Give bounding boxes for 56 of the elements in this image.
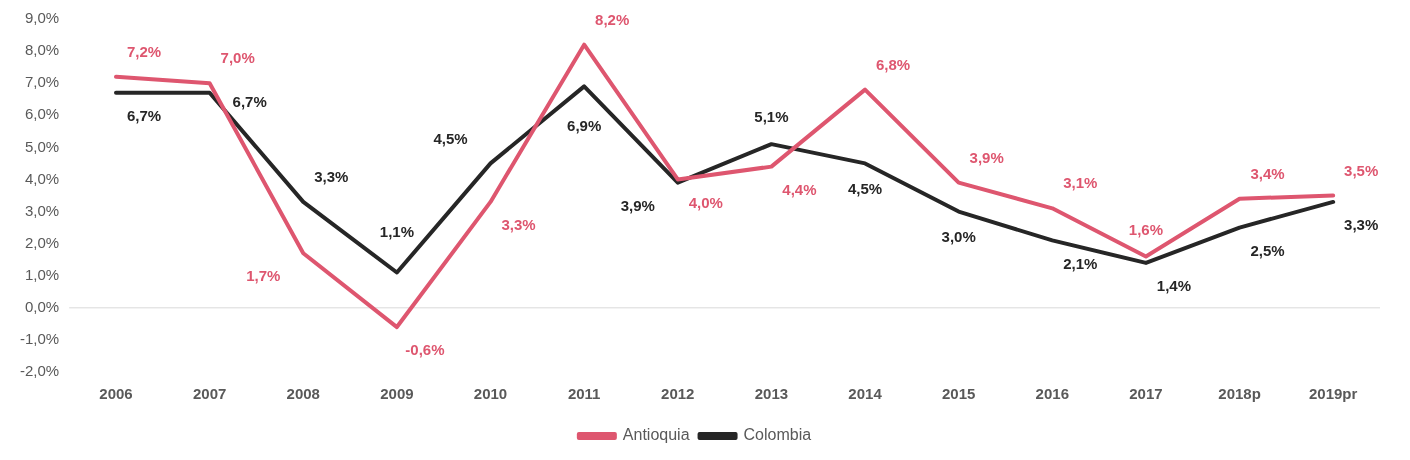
data-label: -0,6% (405, 341, 445, 359)
x-tick-label: 2010 (473, 385, 508, 403)
data-label: 1,1% (379, 222, 414, 240)
data-label: 7,0% (220, 49, 255, 67)
data-label: 3,3% (1344, 216, 1379, 234)
y-tick-label: 9,0% (24, 9, 60, 27)
data-label: 1,4% (1156, 277, 1192, 295)
data-label: 6,9% (567, 116, 602, 134)
data-label: 4,5% (847, 179, 883, 197)
x-tick-label: 2009 (380, 385, 414, 403)
data-label: 8,2% (595, 10, 630, 28)
legend-label: Colombia (743, 426, 812, 444)
data-label: 3,3% (501, 216, 536, 234)
x-tick-label: 2006 (99, 385, 133, 403)
x-tick-label: 2012 (661, 385, 695, 403)
y-tick-label: 1,0% (24, 265, 60, 283)
legend-label: Antioquia (622, 426, 690, 444)
data-label: 2,1% (1063, 254, 1098, 272)
y-tick-label: 8,0% (24, 41, 60, 59)
data-label: 4,0% (688, 193, 723, 211)
data-label: 3,5% (1344, 161, 1379, 179)
data-label: 3,9% (969, 148, 1004, 166)
y-tick-label: 2,0% (24, 233, 60, 251)
x-tick-label: 2013 (754, 385, 789, 403)
y-tick-label: 7,0% (24, 73, 60, 91)
x-tick-label: 2015 (941, 385, 976, 403)
y-tick-label: 0,0% (24, 297, 60, 315)
x-tick-label: 2011 (567, 385, 601, 403)
data-label: 7,2% (126, 42, 162, 60)
y-tick-label: 5,0% (24, 137, 60, 155)
x-tick-label: 2018p (1218, 385, 1261, 403)
data-label: 1,6% (1128, 220, 1164, 238)
data-label: 4,4% (782, 180, 817, 198)
y-tick-label: 6,0% (24, 105, 60, 123)
x-tick-label: 2008 (286, 385, 320, 403)
data-label: 6,8% (875, 55, 911, 73)
data-label: 3,9% (620, 196, 655, 214)
data-label: 3,0% (941, 227, 976, 245)
data-label: 5,1% (754, 108, 789, 126)
data-label: 4,5% (433, 129, 468, 147)
x-tick-label: 2017 (1129, 385, 1163, 403)
x-tick-label: 2007 (192, 385, 227, 403)
y-tick-label: 3,0% (24, 201, 60, 219)
data-label: 2,5% (1250, 241, 1285, 259)
data-label: 3,1% (1063, 174, 1098, 192)
data-label: 6,7% (126, 106, 162, 124)
data-label: 6,7% (232, 92, 267, 110)
x-tick-label: 2019pr (1309, 385, 1358, 403)
data-label: 3,3% (314, 168, 349, 186)
x-tick-label: 2016 (1035, 385, 1069, 403)
data-label: 3,4% (1250, 164, 1285, 182)
y-tick-label: 4,0% (24, 169, 60, 187)
x-tick-label: 2014 (848, 385, 883, 403)
y-tick-label: -1,0% (20, 330, 60, 348)
y-tick-label: -2,0% (20, 362, 60, 380)
data-label: 1,7% (246, 267, 281, 285)
